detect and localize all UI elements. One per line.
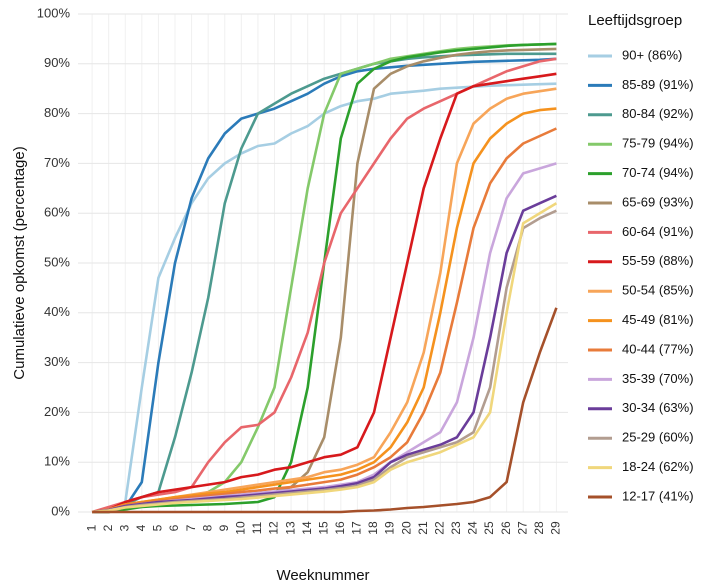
y-axis-title: Cumulatieve opkomst (percentage) [11,146,28,379]
x-tick-label: 10 [234,521,248,535]
x-tick-label: 3 [117,524,131,531]
legend-label: 60-64 (91%) [622,224,694,239]
y-tick-label: 60% [44,205,70,220]
legend-label: 45-49 (81%) [622,312,694,327]
legend-label: 40-44 (77%) [622,341,694,356]
x-tick-label: 4 [134,524,148,531]
series-line [91,107,557,514]
legend-label: 80-84 (92%) [622,106,694,121]
x-tick-label: 12 [267,521,281,535]
x-tick-label: 19 [383,521,397,535]
series-line [91,52,557,514]
x-tick-label: 25 [482,521,496,535]
legend-label: 35-39 (70%) [622,371,694,386]
x-tick-label: 2 [101,524,115,531]
y-tick-label: 30% [44,354,70,369]
x-tick-label: 28 [532,521,546,535]
x-tick-label: 18 [366,521,380,535]
legend-label: 30-34 (63%) [622,400,694,415]
x-tick-label: 1 [84,524,98,531]
x-tick-label: 13 [283,521,297,535]
series-line [91,57,557,514]
x-tick-label: 14 [300,521,314,535]
x-tick-label: 16 [333,521,347,535]
y-tick-label: 40% [44,304,70,319]
x-tick-label: 7 [184,524,198,531]
x-tick-label: 27 [515,521,529,535]
y-tick-label: 90% [44,55,70,70]
legend-label: 55-59 (88%) [622,253,694,268]
series-line [91,202,558,514]
legend-label: 75-79 (94%) [622,136,694,151]
y-tick-label: 10% [44,454,70,469]
legend-label: 18-24 (62%) [622,459,694,474]
x-tick-label: 9 [217,524,231,531]
series-line [91,72,557,514]
x-tick-label: 15 [316,521,330,535]
y-tick-label: 100% [37,5,71,20]
x-tick-label: 6 [167,524,181,531]
y-tick-label: 70% [44,155,70,170]
y-tick-label: 50% [44,254,70,269]
x-tick-label: 23 [449,521,463,535]
x-tick-label: 22 [432,521,446,535]
legend-label: 65-69 (93%) [622,194,694,209]
y-tick-label: 80% [44,105,70,120]
x-tick-label: 11 [250,521,264,534]
legend-label: 70-74 (94%) [622,165,694,180]
x-tick-label: 5 [151,524,165,531]
x-tick-label: 26 [499,521,513,535]
series-line [92,307,558,514]
legend-label: 50-54 (85%) [622,283,694,298]
x-tick-label: 20 [399,521,413,535]
y-tick-label: 0% [51,503,70,518]
x-tick-label: 29 [549,521,563,535]
legend-label: 85-89 (91%) [622,77,694,92]
legend-label: 25-29 (60%) [622,430,694,445]
y-tick-label: 20% [44,404,70,419]
legend-label: 90+ (86%) [622,47,682,62]
series-line [92,57,557,514]
legend-label: 12-17 (41%) [622,488,694,503]
x-axis-title: Weeknummer [276,567,369,584]
x-tick-label: 21 [416,521,430,535]
x-tick-label: 24 [466,521,480,535]
legend-title: Leeftijdsgroep [588,12,682,29]
x-tick-label: 8 [200,524,214,531]
x-tick-label: 17 [350,521,364,535]
